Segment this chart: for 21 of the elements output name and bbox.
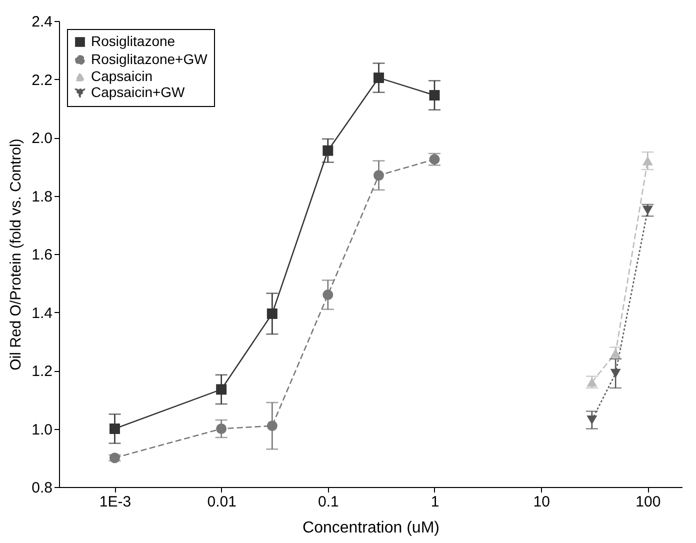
x-tick-label: 0.01 [207, 494, 236, 510]
legend-label: Capsaicin [91, 68, 152, 84]
legend-label: Rosiglitazone+GW [91, 51, 208, 67]
y-tick-label: 0.8 [32, 480, 52, 496]
x-tick-label: 10 [533, 494, 550, 510]
y-tick-label: 2.2 [32, 72, 52, 89]
y-tick-label: 2.4 [32, 14, 52, 30]
x-tick-label: 1E-3 [99, 494, 132, 510]
y-tick-label: 1.4 [32, 304, 52, 322]
x-axis-title: Concentration (uM) [302, 520, 440, 536]
y-tick-label: 1.2 [32, 363, 52, 380]
x-tick-label: 1 [430, 494, 440, 510]
y-tick-label: 1.0 [32, 421, 52, 438]
x-tick-label: 100 [636, 494, 661, 510]
legend-label: Capsaicin+GW [91, 84, 186, 100]
y-axis-title: Oil Red O/Protein (fold vs. Control) [8, 138, 25, 370]
x-tick-label: 0.1 [318, 494, 339, 510]
legend-label: Rosiglitazone [91, 33, 176, 49]
y-tick-label: 1.6 [32, 246, 52, 264]
y-tick-label: 1.8 [32, 188, 52, 206]
y-tick-label: 2.0 [32, 130, 52, 147]
